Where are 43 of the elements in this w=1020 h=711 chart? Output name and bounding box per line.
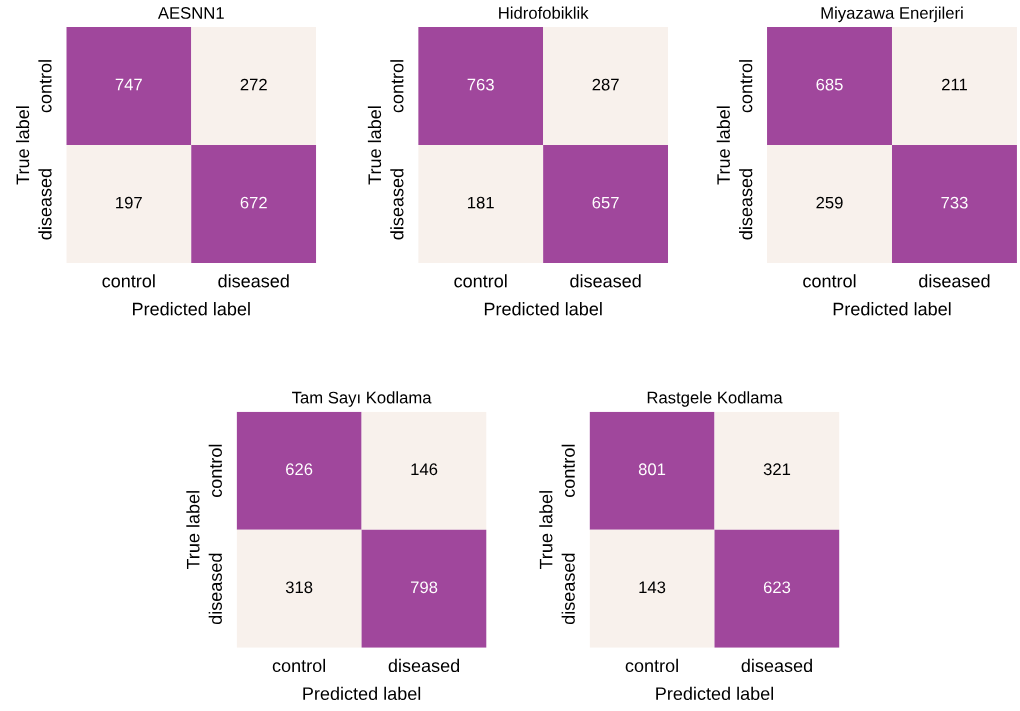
x-axis-title: Predicted label (303, 686, 421, 701)
x-tick-label: control (625, 658, 678, 673)
data-label: 143 (639, 581, 666, 594)
data-label: 657 (592, 196, 619, 209)
x-tick-label: control (272, 658, 326, 673)
x-tick-label: control (454, 274, 507, 288)
data-label: 763 (467, 78, 494, 91)
data-label: 211 (942, 78, 967, 91)
y-axis-title: True label (716, 106, 730, 185)
y-axis-title: True label (539, 491, 553, 570)
data-label: 685 (816, 78, 843, 91)
x-tick-label: control (102, 274, 155, 288)
x-tick-label: control (803, 274, 856, 288)
chart-title: Rastgele Kodlama (647, 391, 783, 407)
data-label: 801 (638, 463, 666, 476)
data-label: 287 (592, 78, 619, 91)
x-axis-title: Predicted label (833, 302, 951, 316)
data-label: 259 (816, 196, 843, 209)
x-tick-label: diseased (919, 274, 990, 288)
data-label: 747 (115, 78, 142, 91)
x-tick-label: diseased (218, 274, 289, 288)
y-axis-title: True label (15, 106, 30, 185)
chart-title: Tam Sayı Kodlama (292, 391, 432, 407)
data-label: 272 (240, 78, 267, 91)
data-label: 321 (763, 463, 791, 476)
data-label: 197 (116, 196, 142, 209)
data-label: 318 (285, 581, 313, 594)
data-label: 626 (286, 463, 313, 476)
data-label: 181 (468, 196, 494, 209)
y-axis-title: True label (367, 106, 382, 185)
chart-title: Hidrofobiklik (499, 6, 589, 19)
x-tick-label: diseased (570, 274, 641, 288)
data-label: 623 (763, 581, 791, 594)
data-label: 798 (411, 581, 438, 594)
x-axis-title: Predicted label (133, 302, 250, 316)
chart-title: Miyazawa Enerjileri (821, 6, 963, 23)
data-label: 146 (411, 463, 438, 476)
data-label: 672 (240, 196, 267, 209)
data-label: 733 (941, 196, 968, 209)
x-axis-title: Predicted label (484, 302, 602, 316)
x-axis-title: Predicted label (656, 686, 774, 701)
y-axis-title: True label (186, 491, 200, 570)
chart-title: AESNN1 (157, 7, 224, 19)
